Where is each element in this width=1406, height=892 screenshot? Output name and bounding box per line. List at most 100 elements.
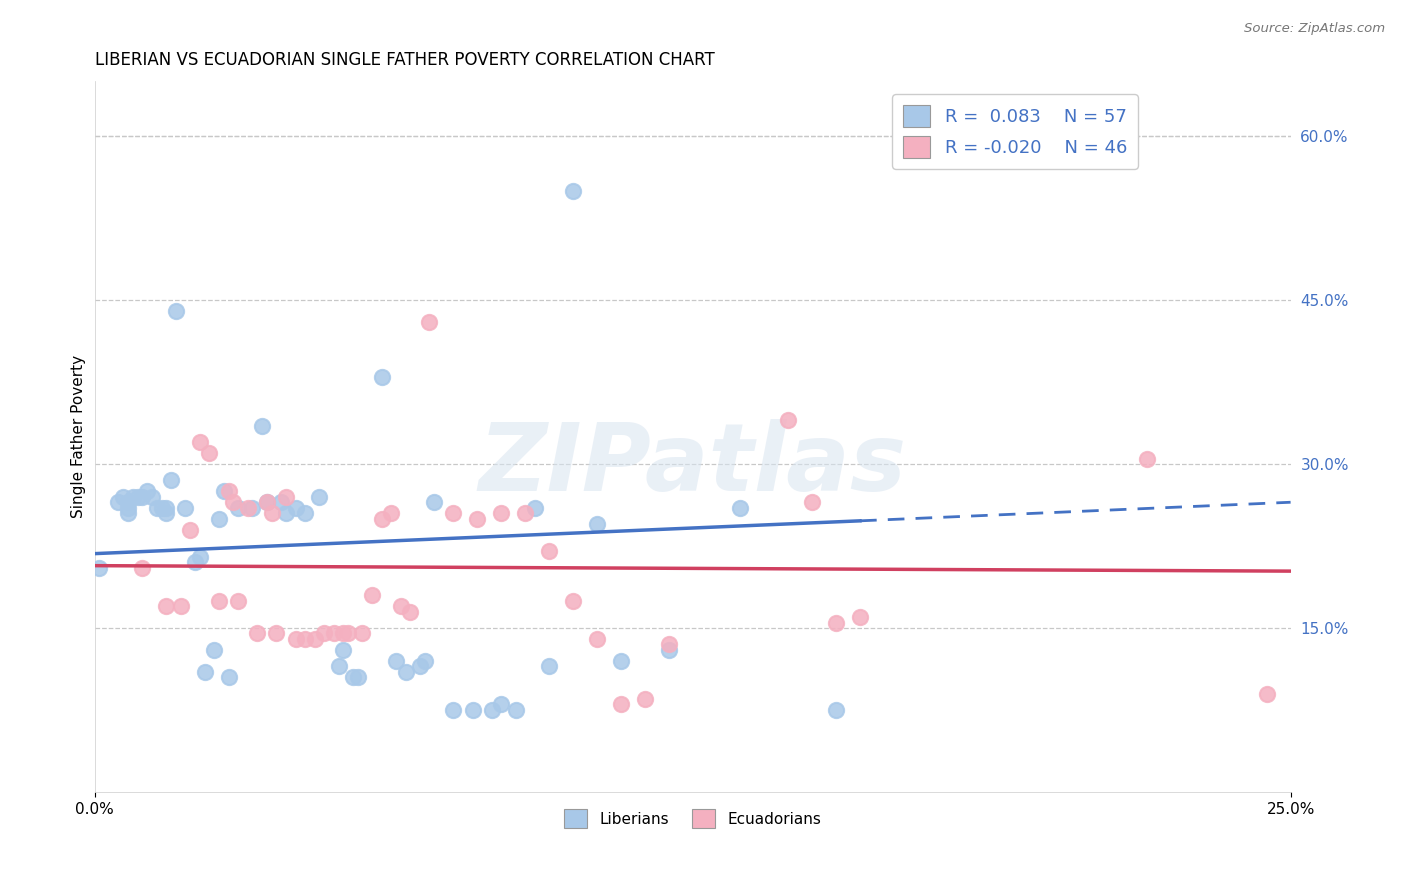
Point: [409, 659, 432, 673]
Point: [825, 703, 848, 717]
Point: [346, 670, 368, 684]
Point: [121, 490, 143, 504]
Point: [117, 500, 139, 515]
Point: [332, 643, 354, 657]
Point: [218, 484, 240, 499]
Point: [849, 610, 872, 624]
Point: [127, 490, 149, 504]
Point: [226, 500, 249, 515]
Point: [481, 703, 503, 717]
Point: [117, 506, 139, 520]
Point: [394, 665, 416, 679]
Point: [523, 500, 546, 515]
Point: [131, 561, 153, 575]
Point: [610, 654, 633, 668]
Text: LIBERIAN VS ECUADORIAN SINGLE FATHER POVERTY CORRELATION CHART: LIBERIAN VS ECUADORIAN SINGLE FATHER POV…: [94, 51, 714, 69]
Point: [308, 490, 330, 504]
Point: [145, 500, 167, 515]
Point: [131, 490, 153, 504]
Point: [202, 643, 225, 657]
Text: ZIPatlas: ZIPatlas: [478, 419, 907, 511]
Point: [515, 506, 537, 520]
Point: [538, 544, 561, 558]
Point: [284, 500, 307, 515]
Point: [208, 511, 231, 525]
Text: Source: ZipAtlas.com: Source: ZipAtlas.com: [1244, 22, 1385, 36]
Point: [370, 369, 392, 384]
Point: [294, 506, 316, 520]
Point: [413, 654, 436, 668]
Point: [112, 490, 135, 504]
Point: [256, 495, 278, 509]
Point: [89, 561, 111, 575]
Point: [188, 549, 211, 564]
Point: [825, 615, 848, 630]
Point: [304, 632, 326, 646]
Point: [418, 315, 440, 329]
Point: [1136, 451, 1159, 466]
Point: [198, 446, 221, 460]
Point: [155, 500, 177, 515]
Point: [212, 484, 235, 499]
Point: [505, 703, 527, 717]
Point: [489, 698, 512, 712]
Point: [562, 593, 585, 607]
Point: [658, 637, 681, 651]
Point: [136, 484, 159, 499]
Point: [801, 495, 824, 509]
Point: [337, 626, 360, 640]
Point: [441, 703, 464, 717]
Point: [226, 593, 249, 607]
Point: [461, 703, 484, 717]
Point: [222, 495, 245, 509]
Point: [260, 506, 283, 520]
Point: [361, 588, 384, 602]
Point: [586, 632, 609, 646]
Point: [328, 659, 350, 673]
Point: [380, 506, 402, 520]
Point: [399, 605, 422, 619]
Point: [208, 593, 231, 607]
Point: [332, 626, 354, 640]
Legend: Liberians, Ecuadorians: Liberians, Ecuadorians: [558, 803, 827, 834]
Point: [489, 506, 512, 520]
Point: [610, 698, 633, 712]
Point: [314, 626, 336, 640]
Point: [242, 500, 264, 515]
Point: [194, 665, 217, 679]
Point: [165, 304, 187, 318]
Point: [562, 184, 585, 198]
Point: [141, 490, 163, 504]
Point: [284, 632, 307, 646]
Point: [256, 495, 278, 509]
Point: [236, 500, 259, 515]
Point: [170, 599, 193, 613]
Point: [389, 599, 412, 613]
Point: [250, 418, 273, 433]
Point: [174, 500, 197, 515]
Point: [107, 495, 129, 509]
Point: [538, 659, 561, 673]
Point: [274, 490, 297, 504]
Point: [155, 599, 177, 613]
Y-axis label: Single Father Poverty: Single Father Poverty: [72, 355, 86, 518]
Point: [322, 626, 344, 640]
Point: [778, 413, 800, 427]
Point: [188, 435, 211, 450]
Point: [274, 506, 297, 520]
Point: [352, 626, 374, 640]
Point: [218, 670, 240, 684]
Point: [730, 500, 752, 515]
Point: [179, 523, 201, 537]
Point: [184, 555, 207, 569]
Point: [385, 654, 408, 668]
Point: [294, 632, 316, 646]
Point: [465, 511, 488, 525]
Point: [658, 643, 681, 657]
Point: [342, 670, 364, 684]
Point: [117, 495, 139, 509]
Point: [634, 692, 657, 706]
Point: [370, 511, 392, 525]
Point: [150, 500, 173, 515]
Point: [266, 626, 288, 640]
